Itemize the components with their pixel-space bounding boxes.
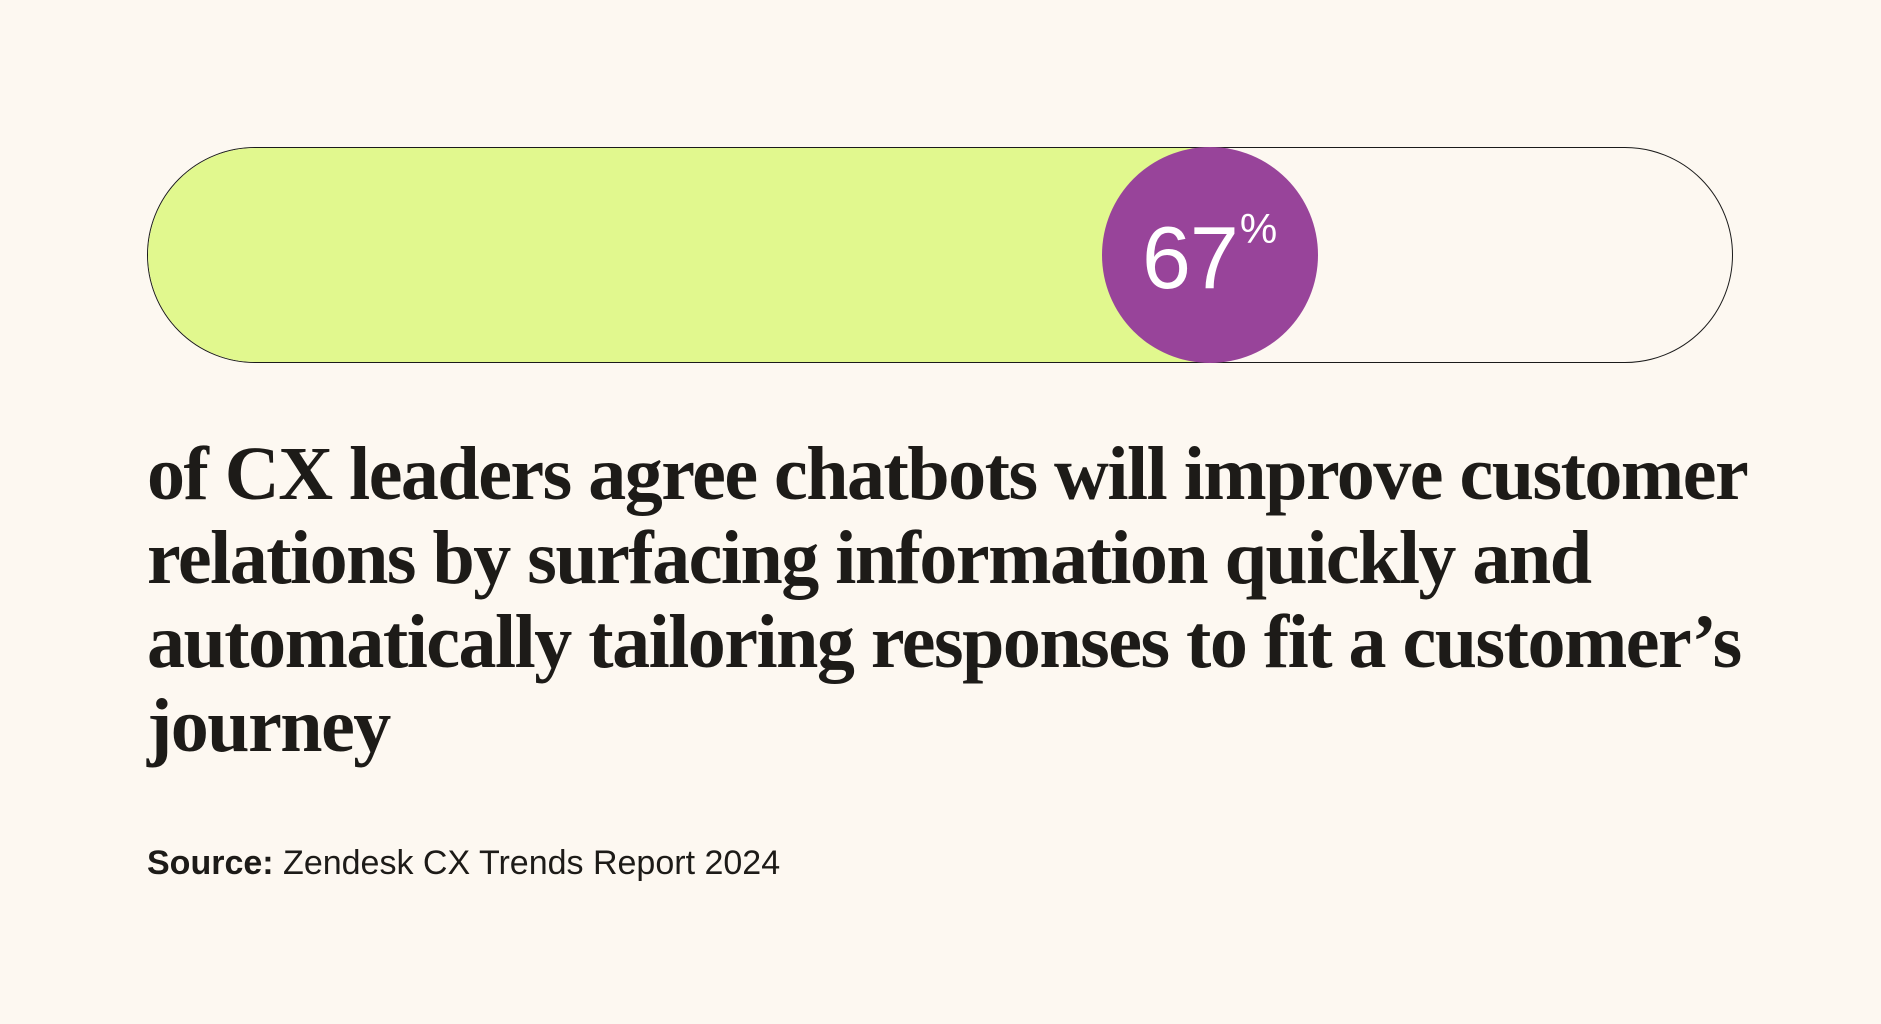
percentage-badge: 67 % [1101, 147, 1318, 363]
percentage-label: 67 % [1142, 208, 1277, 302]
source-text: Zendesk CX Trends Report 2024 [283, 844, 781, 882]
progress-fill [148, 148, 1211, 362]
source-line: Source: Zendesk CX Trends Report 2024 [147, 843, 780, 883]
percentage-value: 67 [1141, 208, 1239, 307]
source-label: Source: [147, 844, 274, 882]
headline: of CX leaders agree chatbots will improv… [147, 432, 1747, 768]
percentage-unit: % [1239, 205, 1278, 252]
progress-track [147, 147, 1733, 363]
